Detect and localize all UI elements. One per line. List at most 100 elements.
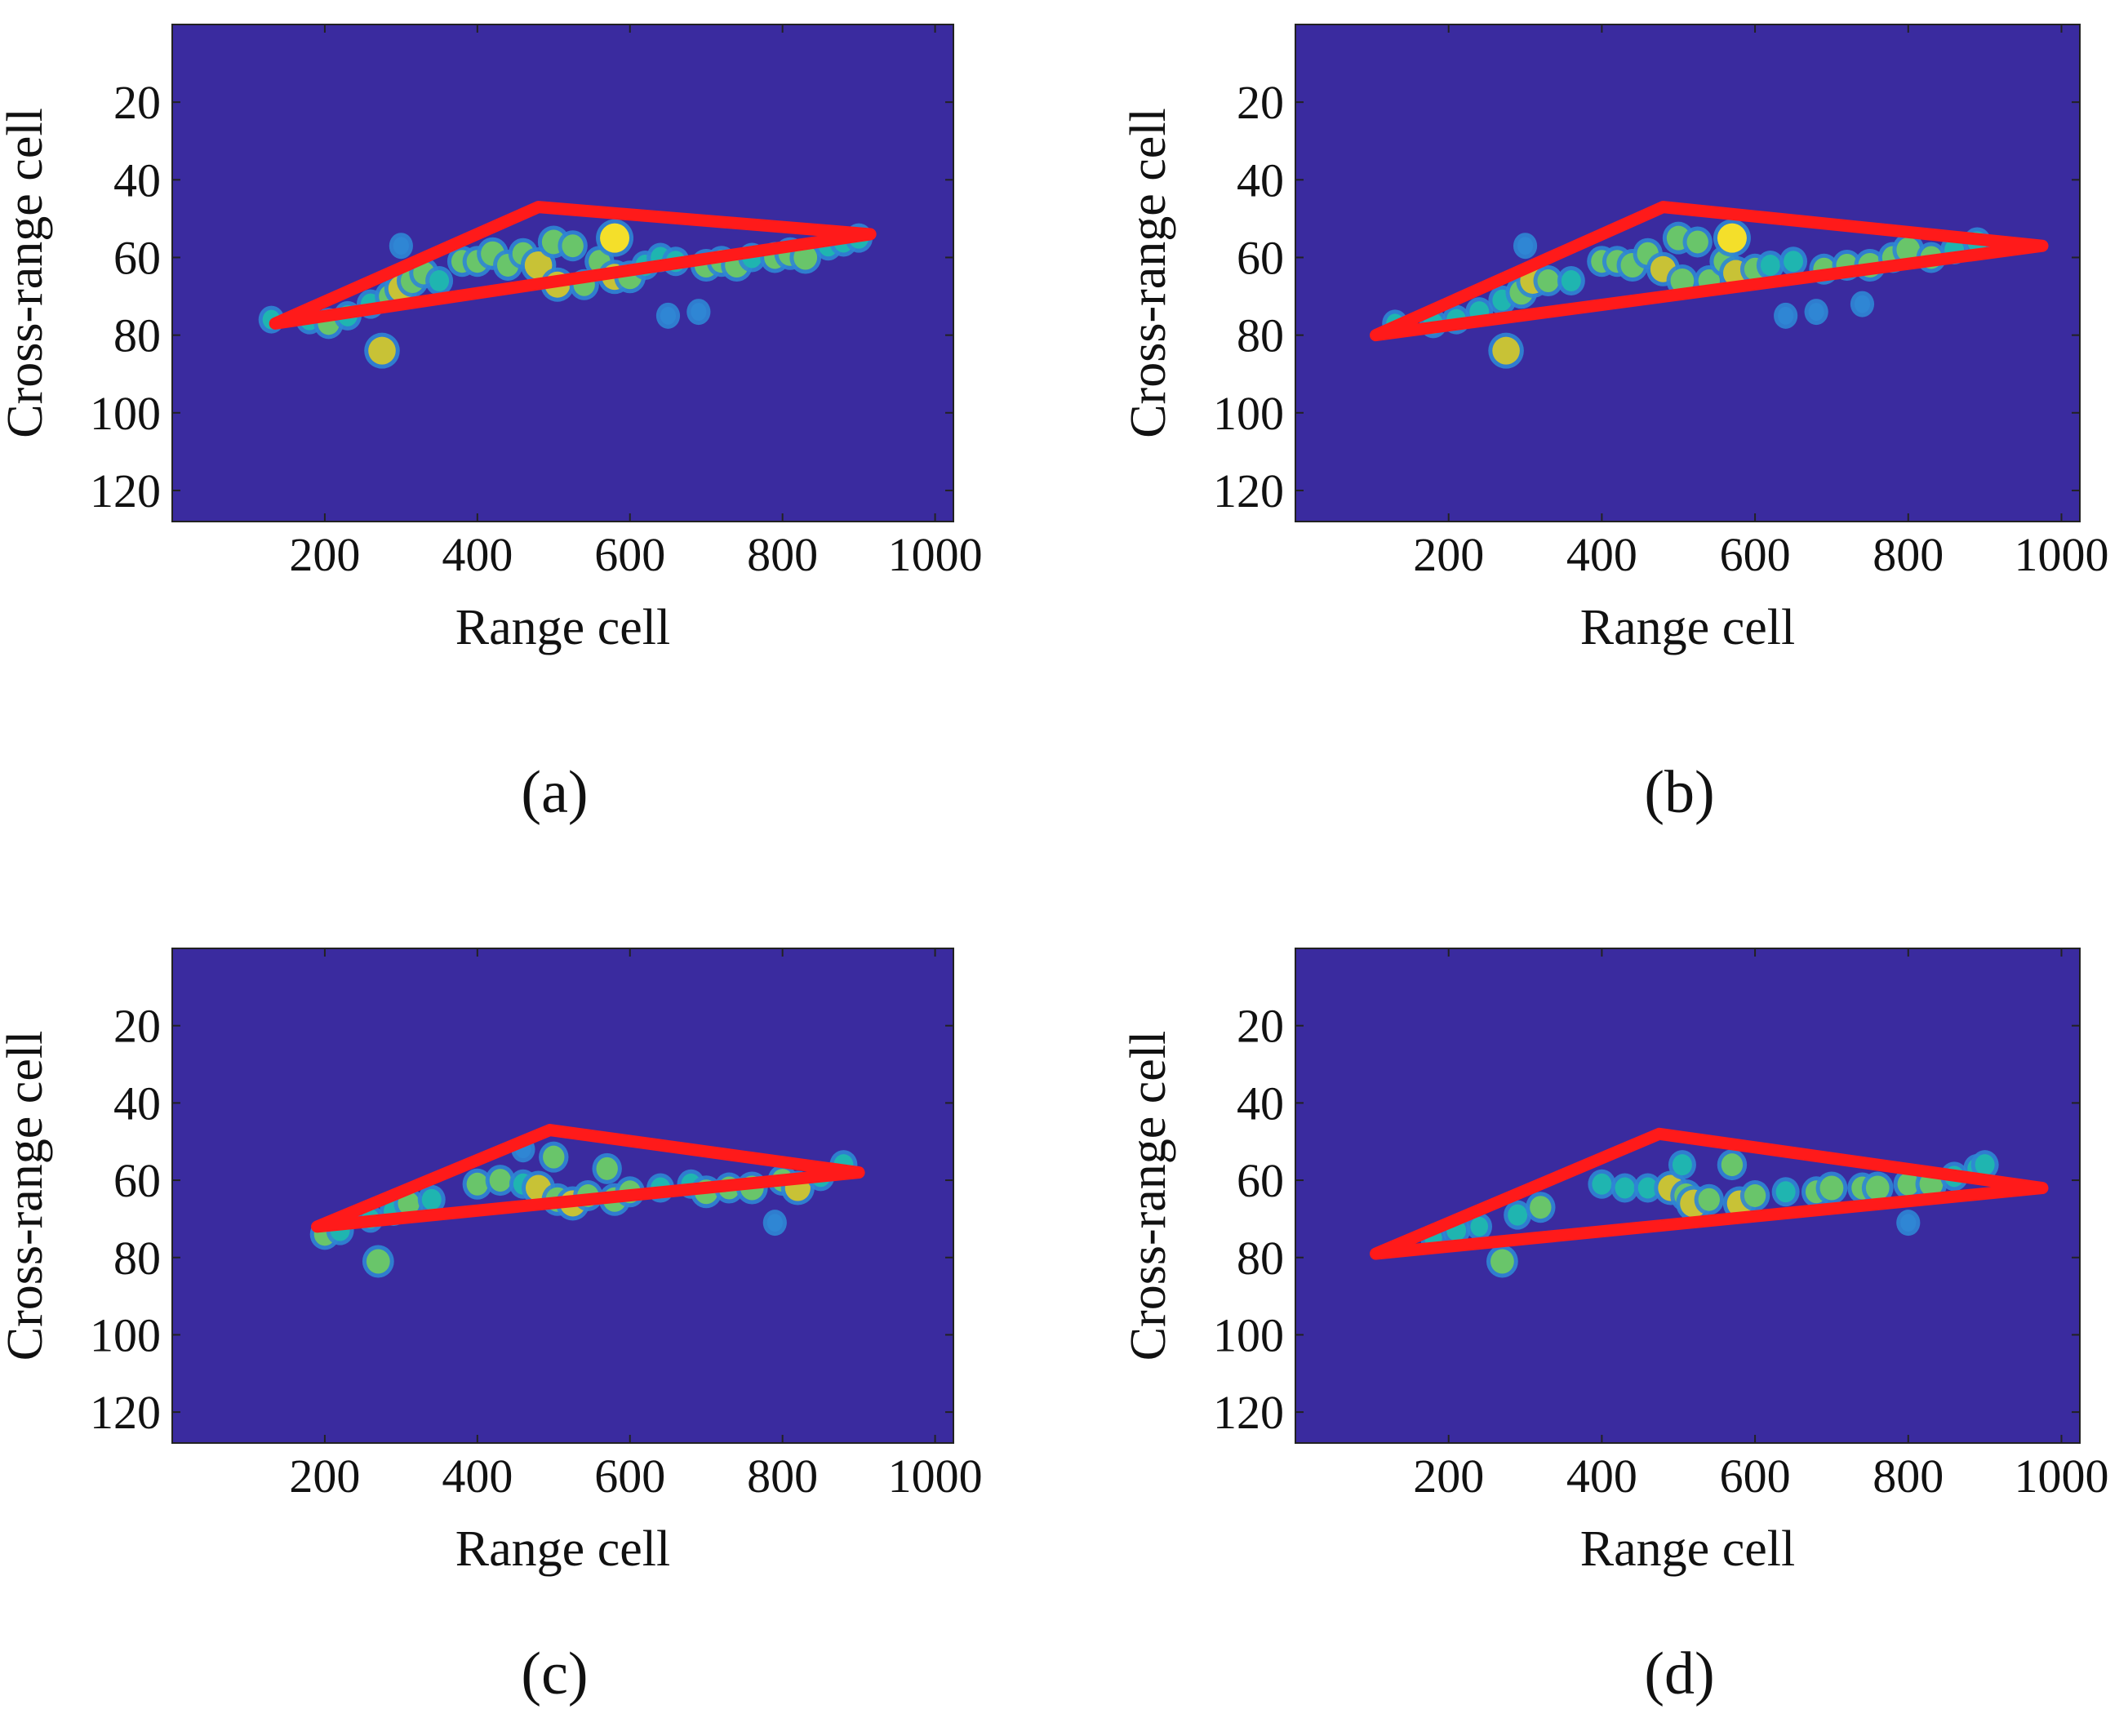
scatterer — [660, 306, 677, 325]
y-tick-label: 20 — [1237, 76, 1284, 129]
scatterer — [1865, 1175, 1890, 1201]
x-tick-label: 400 — [442, 528, 513, 581]
scatterer — [1721, 1153, 1744, 1177]
y-tick-label: 100 — [90, 387, 161, 440]
y-tick-label: 60 — [113, 1154, 161, 1207]
y-tick-label: 120 — [1213, 464, 1284, 517]
x-tick-label: 600 — [594, 528, 665, 581]
scatterer — [1698, 1188, 1720, 1211]
y-tick-label: 40 — [113, 153, 161, 206]
scatterer — [1615, 1177, 1635, 1199]
y-tick-label: 60 — [1237, 1154, 1284, 1207]
axes-frame — [1295, 24, 2081, 522]
scatterer — [366, 1249, 390, 1274]
y-axis-label: Cross-range cell — [1121, 1031, 1176, 1361]
panel-label: (c) — [521, 1641, 588, 1707]
y-tick-label: 20 — [113, 76, 161, 129]
scatterer — [1530, 1196, 1552, 1219]
scatterer — [1778, 306, 1794, 325]
y-tick-label: 60 — [113, 231, 161, 284]
y-tick-label: 120 — [90, 1386, 161, 1439]
scatterer — [691, 303, 707, 322]
y-tick-label: 20 — [1237, 1000, 1284, 1053]
scatterer — [466, 1172, 489, 1196]
x-tick-label: 400 — [1566, 1450, 1637, 1503]
scatterer — [1896, 237, 1921, 262]
y-axis-label: Cross-range cell — [0, 108, 53, 438]
scatterer — [1900, 1214, 1917, 1232]
scatterer — [1517, 237, 1534, 255]
x-tick-label: 200 — [1413, 528, 1484, 581]
scatterer — [1808, 303, 1824, 322]
scatterer — [489, 1169, 512, 1192]
scatterer — [793, 245, 818, 270]
x-tick-label: 400 — [442, 1450, 513, 1503]
axes-frame — [1295, 948, 2081, 1444]
scatterer — [524, 251, 553, 279]
y-tick-label: 60 — [1237, 231, 1284, 284]
scatterer — [393, 237, 409, 255]
y-tick-label: 80 — [1237, 1232, 1284, 1285]
scatterer — [1854, 295, 1871, 313]
x-tick-label: 600 — [1720, 528, 1791, 581]
x-axis-label: Range cell — [1580, 600, 1795, 655]
panel-4: 200 400 600 800 1000 20 40 60 80 100 120 Range cell… — [1121, 948, 2108, 1707]
scatterer — [766, 1214, 783, 1232]
y-tick-label: 40 — [1237, 153, 1284, 206]
scatterer — [1670, 269, 1695, 294]
y-tick-label: 100 — [1213, 387, 1284, 440]
x-tick-label: 600 — [594, 1450, 665, 1503]
axes-frame — [171, 948, 954, 1444]
axes-frame — [171, 24, 954, 522]
scatterer — [1508, 1204, 1528, 1226]
y-tick-label: 100 — [1213, 1308, 1284, 1361]
scatterer — [543, 1145, 565, 1169]
x-tick-label: 800 — [1873, 528, 1944, 581]
scatterer — [1561, 270, 1581, 292]
scatterer — [596, 1157, 618, 1180]
target-outline — [1370, 201, 2049, 342]
scatterer — [1592, 1173, 1612, 1195]
y-tick-label: 80 — [113, 309, 161, 362]
x-tick-label: 800 — [747, 528, 818, 581]
scatterer — [1490, 1249, 1514, 1274]
scatterer — [1975, 1154, 1995, 1176]
x-axis-label: Range cell — [1580, 1521, 1795, 1577]
scatterer — [429, 270, 450, 292]
panel-1: 200 400 600 800 1000 20 40 60 80 100 120 Range cell… — [0, 24, 983, 826]
y-tick-label: 20 — [113, 1000, 161, 1053]
x-tick-label: 1000 — [2014, 1450, 2108, 1503]
scatterer — [1744, 1184, 1766, 1207]
scatterer — [1760, 254, 1780, 276]
y-tick-label: 40 — [113, 1077, 161, 1130]
x-tick-label: 200 — [289, 528, 360, 581]
y-tick-label: 120 — [1213, 1386, 1284, 1439]
x-tick-label: 800 — [1873, 1450, 1944, 1503]
y-axis-label: Cross-range cell — [1121, 108, 1176, 438]
x-tick-label: 200 — [1413, 1450, 1484, 1503]
scatterer — [1672, 1154, 1692, 1176]
x-tick-label: 1000 — [2014, 528, 2108, 581]
x-tick-label: 600 — [1720, 1450, 1791, 1503]
scatterer — [1492, 336, 1520, 365]
scatterer — [421, 1188, 442, 1210]
panel-label: (a) — [521, 759, 588, 826]
panel-label: (d) — [1644, 1641, 1714, 1707]
scatterer — [562, 234, 584, 258]
scatterer — [368, 336, 396, 365]
y-tick-label: 120 — [90, 464, 161, 517]
scatterer — [1784, 251, 1804, 273]
target-outline — [1370, 1127, 2049, 1260]
scatterer — [1775, 1181, 1796, 1203]
x-axis-label: Range cell — [455, 600, 670, 655]
panel-2: 200 400 600 800 1000 20 40 60 80 100 120 Range cell… — [1121, 24, 2108, 826]
scatterer — [1819, 1175, 1844, 1201]
scatterer — [398, 1192, 420, 1215]
x-tick-label: 200 — [289, 1450, 360, 1503]
y-tick-label: 40 — [1237, 1077, 1284, 1130]
target-outline — [311, 1124, 865, 1233]
y-tick-label: 80 — [1237, 309, 1284, 362]
panel-3: 200 400 600 800 1000 20 40 60 80 100 120 Range cell… — [0, 948, 983, 1707]
scatterer — [1717, 223, 1747, 253]
